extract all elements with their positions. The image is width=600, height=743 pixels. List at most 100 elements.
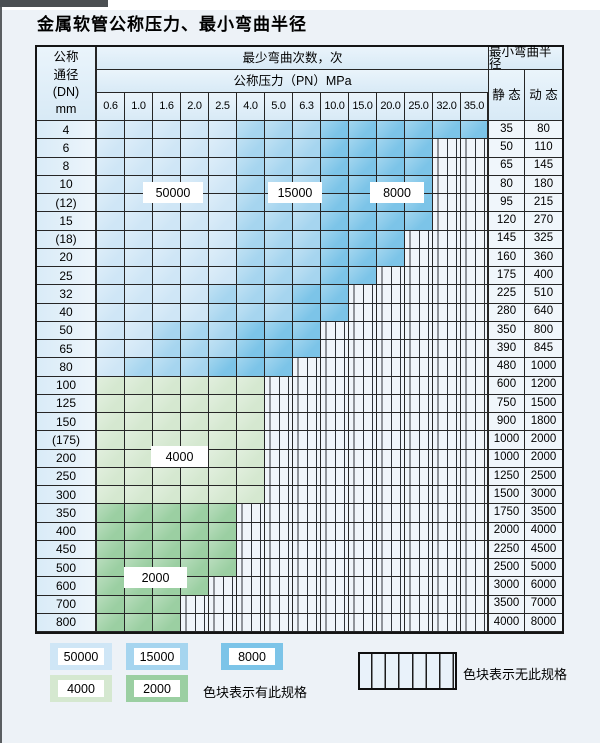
spec-cell-50000: [209, 175, 237, 194]
dynamic-value: 80: [525, 121, 562, 140]
static-value: 750: [489, 394, 525, 413]
dn-cell: 200: [37, 449, 97, 468]
spec-cell-8000: [321, 157, 349, 176]
no-spec-cell: [209, 595, 237, 614]
spec-cell-15000: [293, 121, 321, 140]
spec-cell-15000: [237, 303, 265, 322]
dn-cell: (18): [37, 230, 97, 249]
no-spec-cell: [321, 504, 349, 523]
dynamic-value: 2000: [525, 449, 562, 468]
spec-cell-15000: [265, 157, 293, 176]
no-spec-cell: [265, 504, 293, 523]
pressure-tick: 10.0: [321, 93, 349, 121]
no-spec-cell: [461, 486, 489, 505]
no-spec-cell: [321, 467, 349, 486]
dn-cell: 300: [37, 486, 97, 505]
spec-cell-50000: [181, 230, 209, 249]
spec-cell-8000: [321, 212, 349, 231]
spec-cell-50000: [209, 121, 237, 140]
spec-cell-15000: [237, 285, 265, 304]
no-spec-cell: [349, 486, 377, 505]
no-spec-cell: [461, 340, 489, 359]
pressure-tick: 1.0: [125, 93, 153, 121]
spec-cell-8000: [237, 321, 265, 340]
static-value: 145: [489, 230, 525, 249]
dynamic-value: 360: [525, 248, 562, 267]
dn-cell: 8: [37, 157, 97, 176]
spec-cell-2000: [125, 522, 153, 541]
zone-label-15000: 15000: [268, 182, 322, 203]
spec-cell-2000: [153, 613, 181, 632]
static-value: 350: [489, 321, 525, 340]
dynamic-value: 145: [525, 157, 562, 176]
no-spec-cell: [461, 248, 489, 267]
spec-cell-15000: [181, 358, 209, 377]
no-spec-cell: [461, 613, 489, 632]
no-spec-cell: [377, 285, 405, 304]
legend-swatch-4000: 4000: [50, 675, 112, 702]
static-value: 80: [489, 175, 525, 194]
spec-cell-4000: [153, 376, 181, 395]
dynamic-value: 5000: [525, 559, 562, 578]
static-value: 2000: [489, 522, 525, 541]
spec-cell-4000: [125, 449, 153, 468]
no-spec-cell: [433, 157, 461, 176]
spec-cell-4000: [153, 413, 181, 432]
no-spec-cell: [433, 613, 461, 632]
no-spec-cell: [349, 467, 377, 486]
spec-cell-15000: [153, 358, 181, 377]
spec-cell-50000: [209, 248, 237, 267]
no-spec-cell: [433, 504, 461, 523]
dynamic-value: 400: [525, 267, 562, 286]
spec-cell-8000: [433, 121, 461, 140]
pressure-header: 公称压力（PN）MPa: [97, 70, 489, 93]
no-spec-cell: [433, 486, 461, 505]
no-spec-cell: [293, 595, 321, 614]
no-spec-cell: [237, 559, 265, 578]
no-spec-cell: [461, 194, 489, 213]
spec-cell-50000: [209, 230, 237, 249]
no-spec-cell: [433, 358, 461, 377]
no-spec-cell: [265, 376, 293, 395]
legend-swatch-label: 4000: [58, 680, 104, 697]
spec-cell-2000: [181, 522, 209, 541]
dynamic-value: 180: [525, 175, 562, 194]
spec-cell-8000: [265, 321, 293, 340]
spec-cell-15000: [209, 285, 237, 304]
no-spec-cell: [349, 431, 377, 450]
no-spec-cell: [405, 467, 433, 486]
spec-cell-50000: [97, 139, 125, 158]
no-spec-cell: [349, 376, 377, 395]
spec-cell-50000: [97, 340, 125, 359]
dynamic-value: 7000: [525, 595, 562, 614]
no-spec-cell: [433, 303, 461, 322]
no-spec-cell: [461, 522, 489, 541]
no-spec-cell: [433, 595, 461, 614]
spec-cell-50000: [125, 139, 153, 158]
dynamic-value: 4500: [525, 540, 562, 559]
spec-cell-8000: [237, 340, 265, 359]
no-spec-cell: [293, 540, 321, 559]
no-spec-cell: [405, 321, 433, 340]
static-value: 120: [489, 212, 525, 231]
no-spec-cell: [461, 267, 489, 286]
static-value: 480: [489, 358, 525, 377]
scan-artifact-left: [0, 7, 2, 743]
dn-column-header: 公称 通径 (DN) mm: [37, 47, 97, 121]
no-spec-cell: [461, 394, 489, 413]
spec-cell-8000: [377, 157, 405, 176]
spec-cell-8000: [321, 175, 349, 194]
pressure-tick: 20.0: [377, 93, 405, 121]
legend-swatch-label: 2000: [134, 680, 180, 697]
no-spec-cell: [461, 540, 489, 559]
spec-cell-4000: [209, 467, 237, 486]
spec-cell-15000: [237, 175, 265, 194]
spec-cell-15000: [293, 212, 321, 231]
spec-cell-15000: [209, 321, 237, 340]
spec-cell-4000: [237, 413, 265, 432]
no-spec-cell: [209, 577, 237, 596]
legend-swatch-8000: 8000: [221, 643, 283, 670]
dynamic-value: 4000: [525, 522, 562, 541]
dynamic-value: 2500: [525, 467, 562, 486]
static-value: 225: [489, 285, 525, 304]
